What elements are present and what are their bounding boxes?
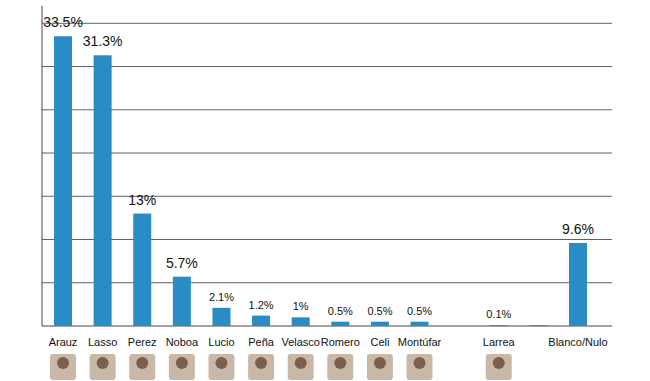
data-label: 5.7% <box>166 255 198 271</box>
data-label: 13% <box>128 192 156 208</box>
portrait-placeholder <box>169 354 195 380</box>
data-label: 33.5% <box>43 14 83 30</box>
bar <box>292 317 310 326</box>
portrait-head <box>414 357 426 369</box>
y-axis-line <box>42 6 43 326</box>
portrait-placeholder <box>288 354 314 380</box>
portrait-placeholder <box>486 354 512 380</box>
category-label: Larrea <box>483 336 516 348</box>
portrait-placeholder <box>367 354 393 380</box>
bar <box>212 308 230 326</box>
grid-line <box>42 66 612 67</box>
bar <box>94 55 112 326</box>
portrait-head <box>136 357 148 369</box>
bar <box>331 322 349 326</box>
portrait-placeholder <box>129 354 155 380</box>
bar <box>411 322 429 326</box>
data-label: 9.6% <box>562 221 594 237</box>
grid-line <box>42 153 612 154</box>
chart-svg: 33.5%31.3% 13% 5.7% 2.1% 1.2% 1% 0.5% 0.5% 0.5% 0… <box>0 0 650 381</box>
grid-line <box>42 282 612 283</box>
category-label: Velasco <box>281 336 320 348</box>
category-label: Arauz <box>49 336 78 348</box>
bar <box>54 36 72 326</box>
category-label: Lucio <box>208 336 234 348</box>
portrait-head <box>295 357 307 369</box>
category-label: Lasso <box>88 336 117 348</box>
data-label: 31.3% <box>83 33 123 49</box>
bars <box>54 36 587 326</box>
category-label: Celi <box>370 336 389 348</box>
portrait-placeholder <box>248 354 274 380</box>
bar <box>569 243 587 326</box>
portrait-placeholder <box>327 354 353 380</box>
chart-container: 33.5%31.3% 13% 5.7% 2.1% 1.2% 1% 0.5% 0.5% 0.5% 0… <box>0 0 650 381</box>
data-label: 0.5% <box>367 305 392 317</box>
data-label: 0.5% <box>328 305 353 317</box>
portrait-head <box>255 357 267 369</box>
bar <box>252 316 270 326</box>
data-label: 1.2% <box>249 299 274 311</box>
bar <box>133 214 151 326</box>
bar <box>450 326 468 327</box>
category-label: Noboa <box>166 336 199 348</box>
portrait-placeholder <box>208 354 234 380</box>
grid-line <box>42 109 612 110</box>
portrait-head <box>215 357 227 369</box>
category-label: Perez <box>128 336 157 348</box>
bar <box>529 325 547 326</box>
portrait-head <box>493 357 505 369</box>
data-label: 0.1% <box>486 308 511 320</box>
portrait-head <box>374 357 386 369</box>
bar <box>490 325 508 326</box>
portrait-head <box>97 357 109 369</box>
data-label: 1% <box>293 300 309 312</box>
portrait-head <box>334 357 346 369</box>
bar <box>371 322 389 326</box>
grid-line <box>42 239 612 240</box>
grid-line <box>42 325 612 326</box>
portrait-placeholder <box>50 354 76 380</box>
grid-line <box>42 23 612 24</box>
category-label: Peña <box>248 336 275 348</box>
portrait-head <box>176 357 188 369</box>
portrait-placeholder <box>407 354 433 380</box>
data-label: 0.5% <box>407 305 432 317</box>
bar <box>173 277 191 326</box>
category-label: Montúfar <box>398 336 442 348</box>
portrait-placeholder <box>90 354 116 380</box>
portrait-head <box>57 357 69 369</box>
data-label: 2.1% <box>209 291 234 303</box>
category-label: Blanco/Nulo <box>548 336 607 348</box>
category-label: Romero <box>321 336 360 348</box>
